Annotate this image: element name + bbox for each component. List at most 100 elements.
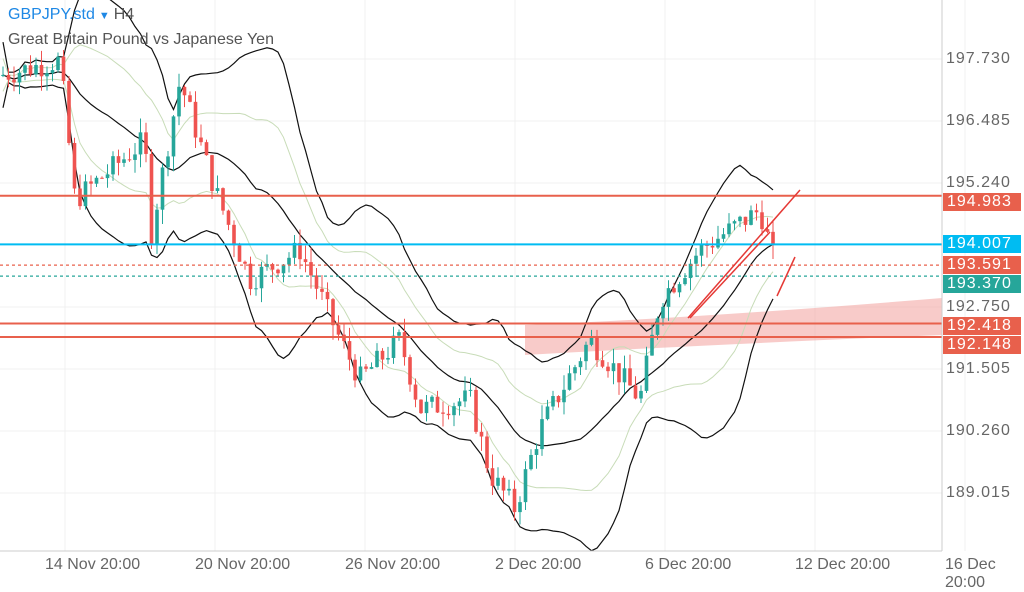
candle-body: [226, 210, 231, 225]
time-tick-label: 2 Dec 20:00: [495, 556, 582, 573]
candle-body: [336, 325, 341, 335]
candle-body: [89, 181, 93, 184]
trendline[interactable]: [687, 189, 801, 319]
candle-body: [221, 188, 225, 211]
candle-body: [34, 64, 38, 75]
candle-body: [485, 436, 489, 469]
candle-body: [402, 332, 407, 358]
candle-body: [578, 361, 583, 368]
candle-body: [391, 335, 396, 358]
candles: [1, 50, 775, 525]
grid: [0, 0, 966, 551]
candle-body: [182, 86, 187, 96]
candle-body: [573, 367, 577, 374]
candle-body: [617, 363, 621, 383]
candle-body: [699, 244, 704, 256]
support-zone: [525, 298, 942, 355]
candle-body: [435, 396, 440, 413]
candle-body: [353, 359, 357, 381]
candle-body: [138, 132, 143, 155]
candle-body: [100, 177, 104, 179]
candle-body: [661, 306, 665, 319]
price-tick-label: 192.750: [946, 298, 1011, 315]
candle-body: [248, 263, 253, 290]
symbol-description: Great Britain Pound vs Japanese Yen: [8, 31, 274, 48]
candle-body: [694, 255, 698, 264]
candle-body: [468, 389, 473, 391]
candle-body: [254, 288, 258, 290]
candle-body: [320, 288, 324, 292]
candle-body: [490, 468, 495, 486]
candle-body: [259, 266, 264, 289]
candle-body: [688, 263, 693, 279]
symbol-name[interactable]: GBPJPY.std: [8, 6, 95, 23]
candle-body: [23, 65, 27, 73]
candle-body: [72, 142, 77, 189]
candle-body: [94, 177, 99, 184]
time-tick-label: 12 Dec 20:00: [795, 556, 891, 573]
candle-body: [303, 259, 308, 263]
candle-body: [276, 269, 280, 274]
candle-body: [199, 137, 203, 143]
candle-body: [67, 80, 71, 143]
candle-body: [215, 188, 220, 191]
candle-body: [160, 167, 165, 210]
price-tick-label: 189.015: [946, 484, 1011, 501]
price-level-tag: 192.148: [943, 336, 1021, 354]
candle-body: [760, 212, 764, 230]
candle-body: [441, 412, 445, 414]
support-zone-band: [525, 298, 942, 355]
candle-body: [655, 318, 660, 335]
candle-body: [556, 396, 561, 403]
time-tick-label: 16 Dec 20:00: [945, 556, 996, 591]
candle-body: [754, 210, 759, 213]
candle-body: [584, 344, 588, 362]
symbol-header[interactable]: GBPJPY.std ▼ H4: [8, 6, 134, 24]
candle-body: [358, 366, 363, 381]
candle-body: [380, 350, 385, 360]
upper-band: [2, 0, 774, 363]
horizontal-levels[interactable]: [0, 194, 942, 338]
candle-body: [144, 132, 148, 154]
candle-body: [639, 390, 643, 399]
candle-body: [111, 156, 115, 175]
candle-body: [633, 385, 638, 399]
candle-body: [716, 238, 720, 248]
price-chart[interactable]: [0, 0, 1024, 576]
candle-body: [534, 449, 539, 455]
trendlines[interactable]: [687, 189, 801, 319]
candle-body: [364, 366, 368, 369]
candle-body: [463, 390, 467, 402]
candle-body: [314, 275, 319, 289]
candle-body: [45, 73, 49, 77]
candle-body: [28, 65, 33, 75]
price-tick-label: 195.240: [946, 174, 1011, 191]
lower-band: [2, 81, 774, 552]
candle-body: [347, 341, 352, 360]
candle-body: [309, 262, 313, 276]
timeframe[interactable]: H4: [113, 6, 135, 23]
candle-body: [177, 86, 181, 117]
candle-body: [512, 488, 517, 513]
candle-body: [292, 242, 297, 258]
candle-body: [375, 350, 379, 368]
candle-body: [122, 159, 126, 163]
candle-body: [430, 396, 434, 402]
candle-body: [677, 284, 682, 293]
time-tick-label: 14 Nov 20:00: [45, 556, 141, 573]
candle-body: [732, 221, 737, 224]
candle-body: [474, 389, 478, 432]
time-tick-label: 6 Dec 20:00: [645, 556, 732, 573]
candle-body: [188, 95, 192, 102]
candle-body: [457, 401, 462, 407]
price-tick-label: 197.730: [946, 50, 1011, 67]
candle-body: [666, 288, 671, 307]
candle-body: [507, 488, 511, 491]
candle-body: [281, 264, 286, 274]
candle-body: [529, 454, 533, 470]
chevron-down-icon[interactable]: ▼: [98, 10, 110, 22]
candle-body: [562, 389, 566, 403]
trendline[interactable]: [689, 231, 771, 319]
candle-body: [424, 401, 429, 414]
trendline[interactable]: [776, 256, 796, 297]
